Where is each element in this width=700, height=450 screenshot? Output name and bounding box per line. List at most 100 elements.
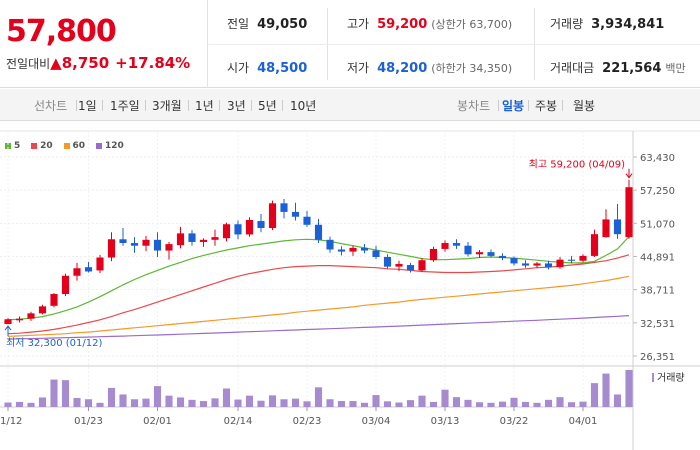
volume-bar [602,373,610,407]
candle-body [326,239,334,250]
change-value: 8,750 [61,54,110,72]
volume-bar [38,397,47,407]
candle-body [625,187,633,238]
volume-bar [613,394,622,407]
tab-monthly[interactable]: 월봉 [573,99,596,113]
stat-prev-close: 전일 49,050 [227,17,308,32]
volume-bar [441,389,449,407]
volume-bar [15,401,24,407]
volume-legend-swatch [652,373,654,382]
up-arrow-icon: ▲ [50,54,62,72]
candle-body [245,219,254,235]
candle-body [257,221,265,229]
x-tick-label: 02/14 [224,416,253,427]
candle-body [199,239,208,242]
tab-1day[interactable]: 1일 [78,99,97,113]
volume-bar [130,399,139,407]
candle-body [521,263,530,266]
volume-bar [257,400,265,407]
tab-weekly[interactable]: 주봉 [535,99,558,113]
candle-body [498,255,507,259]
tab-1year[interactable]: 1년 [195,99,214,113]
x-tick-label: 01/12 [0,416,22,427]
volume-bar [96,402,104,407]
tab-3year[interactable]: 3년 [227,99,246,113]
x-tick-label: 02/01 [143,416,172,427]
high-annotation: 최고 59,200 (04/09) [529,159,625,171]
candle-body [337,249,346,252]
y-tick-label: 51,070 [640,219,675,230]
volume-bar [73,398,81,407]
volume-bar [188,399,196,407]
candle-body [96,257,104,271]
stat-amount: 거래대금 221,564 백만 [550,61,686,76]
candle-body [590,234,599,256]
candle-body [15,318,24,321]
candle-chart-label: 봉차트 [457,99,491,113]
candle-body [349,247,357,252]
volume-bar [222,388,231,407]
volume-bar [280,399,288,407]
tab-1week[interactable]: 1주일 [110,99,140,113]
volume-bar [50,379,58,407]
volume-legend-label: 거래량 [657,372,685,384]
candle-body [84,267,93,272]
candle-body [280,203,288,212]
volume-bar [395,402,403,407]
high-arrow-icon [625,173,633,179]
x-tick-label: 01/23 [74,416,103,427]
candle-body [533,263,541,266]
ma60-line [7,275,630,337]
tab-3month[interactable]: 3개월 [152,99,182,113]
stat-open: 시가 48,500 [227,61,308,76]
y-tick-label: 63,430 [640,153,675,164]
legend-ma20: 20 [31,141,53,151]
volume-bar [61,380,70,407]
candle-body [579,255,587,261]
volume-bar [84,399,93,407]
x-tick-label: 02/23 [293,416,322,427]
candle-body [119,239,127,244]
volume-bar [153,386,162,407]
tab-daily[interactable]: 일봉 [502,99,525,113]
volume-bar [544,399,553,407]
candle-body [383,256,392,267]
stats-panel: 전일 49,050 고가 59,200 (상한가 63,700) 거래량 3,934,8… [209,0,700,88]
candle-body [360,247,369,251]
volume-bar [4,402,12,407]
volume-bar [142,398,150,407]
candle-body [602,219,610,238]
y-tick-label: 44,891 [640,252,675,263]
volume-bar [406,400,415,407]
candle-body [222,224,231,239]
volume-bar [303,401,311,407]
line-chart-label: 선차트 [34,99,68,113]
change-label: 전일대비 [6,57,51,71]
candle-body [268,203,277,229]
candle-body [61,275,70,295]
volume-bar [119,394,127,407]
candle-body [487,252,495,256]
volume-bar [165,395,173,407]
tab-5year[interactable]: 5년 [258,99,277,113]
volume-bar [234,399,242,407]
volume-bar [521,401,530,407]
volume-bar [107,387,116,407]
volume-bar [590,383,599,407]
volume-bar [475,402,484,407]
volume-bar [326,399,334,407]
candle-body [188,233,196,242]
tab-10year[interactable]: 10년 [290,99,317,113]
volume-bar [211,398,219,407]
volume-bar [510,397,518,407]
volume-bar [360,402,369,407]
volume-bar [245,395,254,407]
volume-bar [337,401,346,407]
volume-bar [533,402,541,407]
volume-bar [556,397,564,407]
candle-body [464,245,472,255]
volume-bar [199,401,208,407]
ma20-line [7,254,630,335]
candle-body [165,244,173,251]
candle-body [50,294,58,306]
